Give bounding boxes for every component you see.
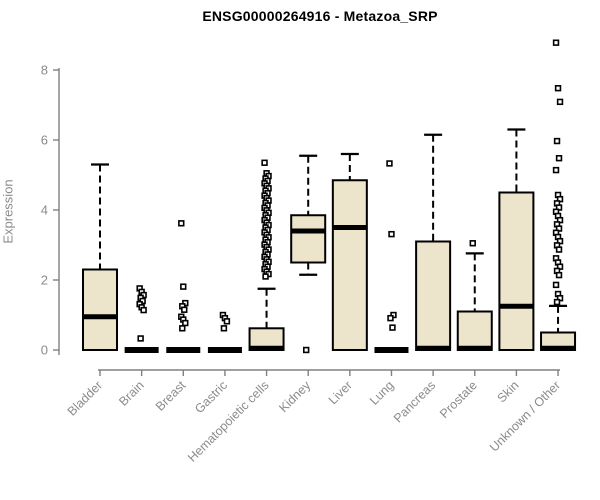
box [456,310,493,351]
y-tick-label: 0 [41,343,48,358]
y-tick-label: 4 [41,203,48,218]
outlier-point [553,298,561,306]
box [498,191,535,351]
x-tick-label: Skin [494,378,521,405]
outlier-point [180,283,187,290]
x-tick-label: Lung [367,378,397,408]
y-tick-label: 8 [41,63,48,78]
outlier-point [555,155,563,162]
outlier-point [182,319,189,327]
outlier-point [552,39,560,46]
chart-title: ENSG00000264916 - Metazoa_SRP [202,8,438,24]
outlier-point [302,346,310,354]
x-tick-label: Bladder [65,378,105,418]
x-tick-label: Brain [116,378,147,409]
box [290,214,327,264]
outlier-point [555,246,563,253]
outlier-point [552,166,560,174]
outlier-point [555,271,563,279]
outlier-point [554,85,562,92]
outlier-point [389,324,396,331]
x-tick-label: Pancreas [391,378,438,425]
outlier-point [220,325,228,332]
outlier-point [223,318,231,325]
box [331,179,368,351]
box [82,268,118,351]
x-tick-label: Breast [153,378,189,414]
x-tick-label: Kidney [276,378,313,415]
outlier-point [178,220,185,227]
outlier-point [386,160,393,167]
collapsed-box [124,347,159,353]
x-tick-label: Hematopoietic cells [185,378,272,465]
outlier-point [137,335,144,342]
outlier-point [469,240,476,247]
box [415,240,452,351]
outlier-point [262,273,269,280]
outlier-point [387,314,394,322]
x-tick-label: Unknown / Other [487,378,563,454]
outlier-point [179,325,186,332]
collapsed-box [166,347,201,353]
x-tick-label: Prostate [437,378,480,421]
collapsed-box [207,347,242,353]
x-tick-label: Liver [326,378,355,407]
outlier-point [553,137,561,145]
outlier-point [261,159,268,166]
collapsed-box [374,347,409,353]
outlier-point [181,306,188,313]
x-tick-label: Gastric [192,378,230,416]
outlier-point [552,281,560,289]
outlier-point [140,306,147,314]
y-tick-label: 2 [41,273,48,288]
outlier-point [388,230,395,238]
outlier-point [556,98,564,106]
y-tick-label: 6 [41,133,48,148]
